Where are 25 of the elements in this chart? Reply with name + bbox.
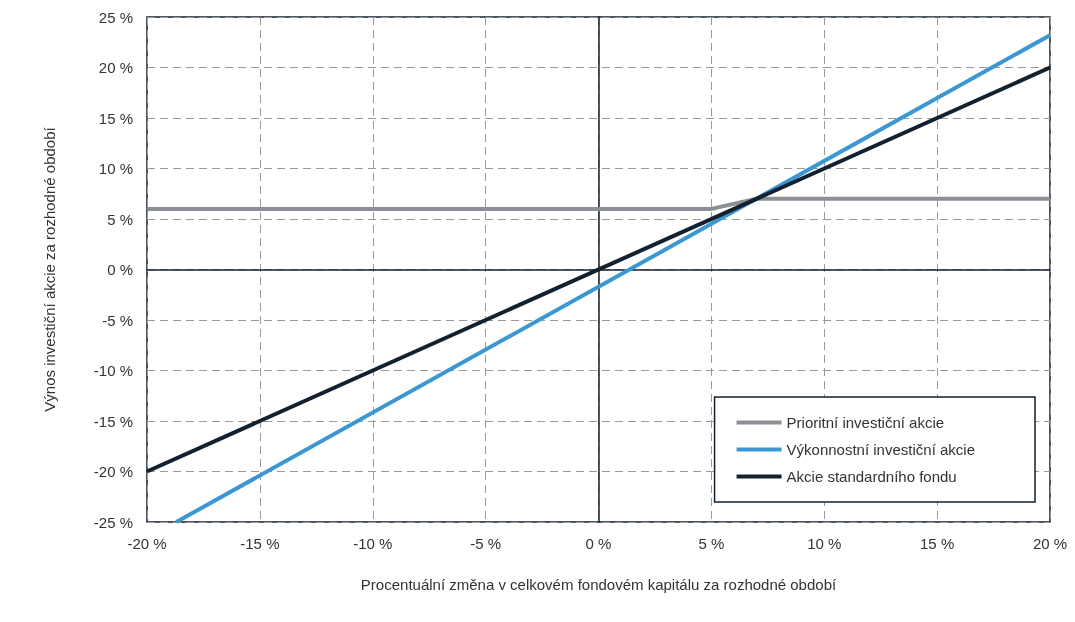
x-tick-label: 5 % bbox=[698, 535, 725, 552]
x-tick-label: 15 % bbox=[920, 535, 955, 552]
legend-label: Prioritní investiční akcie bbox=[786, 414, 945, 431]
x-tick-label: -10 % bbox=[353, 535, 393, 552]
y-tick-label: 5 % bbox=[107, 210, 133, 228]
y-tick-label: 10 % bbox=[98, 160, 133, 177]
legend-label: Výkonnostní investiční akcie bbox=[786, 441, 976, 458]
x-axis-title: Procentuální změna v celkovém fondovém kapitálu za rozhodné období bbox=[360, 576, 837, 593]
x-tick-label: 0 % bbox=[585, 535, 612, 552]
x-tick-label: -20 % bbox=[127, 535, 167, 552]
x-tick-label: -5 % bbox=[470, 535, 502, 552]
y-tick-label: -15 % bbox=[93, 412, 133, 430]
x-tick-label: 20 % bbox=[1032, 535, 1068, 552]
y-tick-label: 25 % bbox=[98, 8, 133, 26]
y-tick-label: 0 % bbox=[107, 261, 133, 278]
y-tick-label: 15 % bbox=[98, 109, 133, 127]
x-tick-label: 10 % bbox=[807, 535, 842, 552]
y-tick-label: -20 % bbox=[93, 463, 133, 480]
y-tick-label: -25 % bbox=[93, 513, 133, 531]
y-axis-title: Výnos investiční akcie za rozhodné období bbox=[41, 126, 58, 412]
y-tick-label: 20 % bbox=[98, 59, 133, 76]
x-tick-label: -15 % bbox=[240, 535, 280, 552]
y-tick-label: -5 % bbox=[102, 311, 133, 329]
legend-label: Akcie standardního fondu bbox=[786, 468, 957, 485]
y-tick-label: -10 % bbox=[93, 362, 133, 379]
